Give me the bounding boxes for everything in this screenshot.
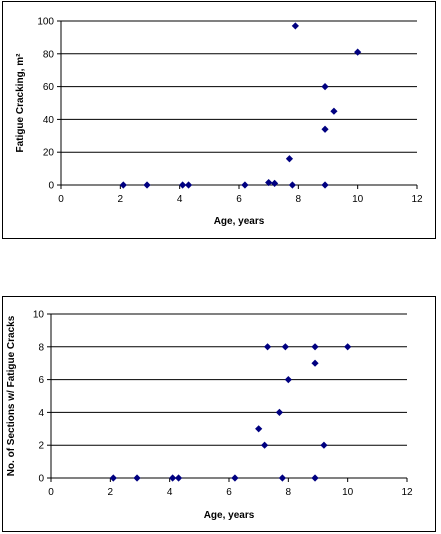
- data-points: [109, 343, 352, 482]
- axes: [57, 20, 418, 189]
- data-point: [278, 474, 286, 482]
- y-tick-label: 0: [48, 181, 54, 192]
- y-tick-label: 60: [43, 82, 55, 93]
- data-point: [184, 181, 193, 189]
- y-tick-label: 2: [38, 441, 44, 452]
- y-tick-labels: 0 20 40 60 80 100: [37, 17, 54, 192]
- data-point: [271, 179, 279, 187]
- y-axis-title: No. of Sections w/ Fatigue Cracks: [6, 315, 17, 476]
- y-tick-label: 40: [43, 115, 55, 126]
- data-point: [275, 408, 284, 416]
- data-point: [321, 83, 329, 91]
- x-tick-label: 0: [58, 194, 64, 205]
- data-point: [284, 376, 292, 384]
- x-tick-label: 8: [286, 487, 292, 498]
- y-tick-labels: 0 2 4 6 8 10: [33, 310, 45, 485]
- gridlines: [51, 313, 407, 446]
- x-tick-label: 10: [342, 487, 354, 498]
- y-tick-label: 100: [37, 17, 54, 28]
- x-tick-label: 12: [411, 194, 423, 205]
- data-point: [109, 474, 117, 482]
- x-tick-label: 12: [401, 487, 413, 498]
- x-axis-title: Age, years: [214, 216, 265, 227]
- data-point: [179, 181, 187, 189]
- data-point: [265, 178, 273, 187]
- chart-panel-sections-with-cracks: 0 2 4 6 8 10 0 2 4 6 8 10 12 Age, years No. of Sect…: [2, 296, 436, 532]
- data-point: [311, 474, 319, 482]
- fatigue-cracking-scatter-chart: 0 20 40 60 80 100 0 2 4 6 8 10 12 Age, years Fatigu…: [15, 17, 423, 228]
- data-point: [263, 343, 272, 351]
- x-tick-label: 10: [352, 194, 364, 205]
- x-tick-label: 6: [236, 194, 242, 205]
- data-point: [321, 181, 329, 189]
- data-point: [354, 48, 362, 56]
- data-point: [291, 22, 299, 30]
- data-point: [281, 343, 289, 351]
- x-tick-label: 4: [167, 487, 173, 498]
- x-tick-label: 0: [48, 487, 54, 498]
- data-point: [143, 181, 151, 189]
- data-point: [241, 181, 249, 189]
- y-tick-label: 6: [38, 375, 44, 386]
- data-point: [285, 155, 294, 163]
- sections-with-cracks-scatter-chart: 0 2 4 6 8 10 0 2 4 6 8 10 12 Age, years No. of Sect…: [6, 310, 413, 522]
- data-point: [261, 441, 269, 449]
- axes: [47, 313, 408, 482]
- data-point: [311, 343, 319, 351]
- data-point: [320, 441, 328, 449]
- data-point: [169, 474, 177, 482]
- y-tick-label: 20: [43, 148, 55, 159]
- x-tick-labels: 0 2 4 6 8 10 12: [58, 194, 423, 205]
- data-point: [321, 125, 329, 133]
- data-point: [255, 425, 263, 433]
- y-axis-title: Fatigue Cracking, m²: [15, 53, 26, 153]
- data-points: [119, 22, 362, 189]
- y-tick-label: 0: [38, 474, 44, 485]
- chart-panel-fatigue-cracking: 0 20 40 60 80 100 0 2 4 6 8 10 12 Age, years Fatigu…: [2, 1, 436, 239]
- data-point: [119, 181, 127, 189]
- x-tick-label: 2: [108, 487, 114, 498]
- y-tick-label: 8: [38, 342, 44, 353]
- data-point: [311, 359, 319, 367]
- data-point: [133, 474, 141, 482]
- data-point: [288, 181, 296, 189]
- data-point: [344, 343, 352, 351]
- gridlines: [61, 20, 417, 153]
- data-point: [174, 474, 183, 482]
- x-tick-labels: 0 2 4 6 8 10 12: [48, 487, 413, 498]
- x-tick-label: 4: [177, 194, 183, 205]
- x-tick-label: 8: [296, 194, 302, 205]
- x-axis-title: Age, years: [204, 510, 255, 521]
- y-tick-label: 10: [33, 310, 45, 321]
- x-tick-label: 6: [226, 487, 232, 498]
- y-tick-label: 80: [43, 49, 55, 60]
- y-tick-label: 4: [38, 408, 44, 419]
- x-tick-label: 2: [118, 194, 124, 205]
- data-point: [330, 107, 338, 115]
- data-point: [231, 474, 239, 482]
